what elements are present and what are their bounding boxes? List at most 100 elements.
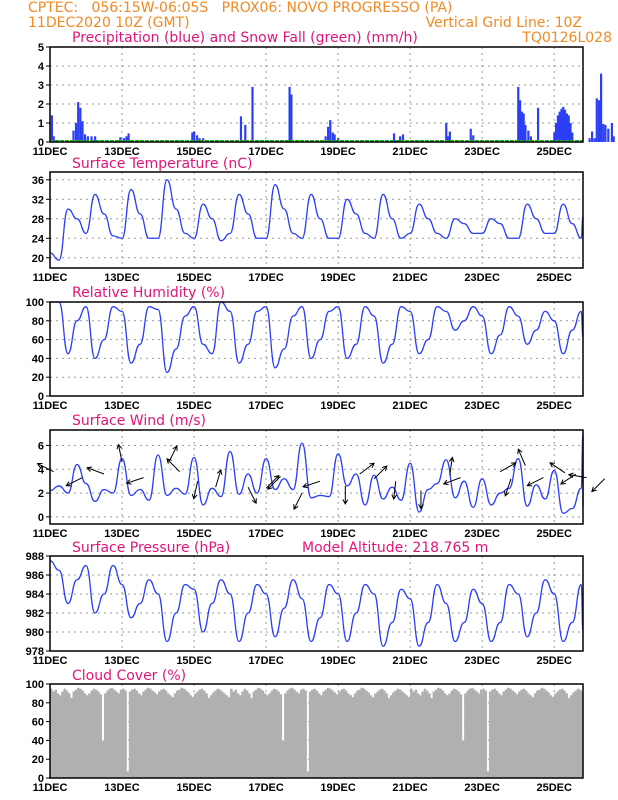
cloud-bar	[324, 689, 328, 778]
precip-bar	[518, 100, 522, 142]
cloud-bar	[122, 688, 125, 778]
cloud-bar	[146, 687, 150, 778]
pressure-line	[49, 560, 584, 647]
cloud-bar	[297, 693, 301, 778]
cloud-bar	[333, 692, 337, 778]
cloud-bar	[171, 697, 175, 778]
cloud-bar	[263, 693, 267, 778]
precip-bar	[329, 120, 332, 142]
cloud-bar	[522, 688, 526, 778]
wind-arrow	[359, 462, 375, 475]
precip-bar	[600, 73, 603, 142]
cloud-bar	[137, 693, 141, 778]
cloud-bar	[108, 688, 112, 778]
precip-bar	[571, 132, 574, 142]
cloud-bar	[518, 691, 521, 778]
cloud-bar	[556, 691, 559, 778]
precip-bar	[327, 126, 330, 142]
cloud-bar	[488, 691, 492, 778]
cloud-bar	[378, 689, 382, 778]
cloud-bar	[360, 687, 364, 778]
wind-arrow	[86, 466, 105, 475]
wind-arrow	[549, 462, 566, 474]
cloud-bar	[50, 688, 53, 778]
x-tick-label: 23DEC	[464, 400, 500, 412]
precip-bar	[251, 86, 254, 142]
cloud-bar	[97, 691, 100, 778]
x-tick-label: 25DEC	[536, 272, 572, 284]
cloud-bar	[502, 691, 505, 778]
cloud-bar	[155, 694, 159, 778]
cloud-bar	[425, 690, 429, 778]
x-tick-label: 17DEC	[248, 272, 284, 284]
cloud-bar	[545, 690, 548, 778]
wind-arrow	[391, 481, 398, 501]
cloud-bar	[398, 689, 402, 778]
cloud-bar	[313, 688, 316, 778]
precip-bar	[536, 107, 540, 142]
cloud-bar	[311, 689, 314, 778]
cloud-bar	[515, 694, 519, 778]
precip-bar	[290, 94, 293, 142]
cloud-bar	[376, 691, 379, 778]
x-tick-label: 17DEC	[248, 782, 284, 794]
cloud-bar	[308, 691, 312, 778]
cloud-bar	[232, 691, 235, 778]
title-temperature: Surface Temperature (nC)	[72, 156, 253, 172]
precip-bar	[83, 134, 87, 142]
cloud-bar	[335, 694, 339, 778]
cloud-bar	[63, 688, 67, 778]
x-tick-label: 13DEC	[104, 655, 140, 667]
cloud-bar	[203, 690, 206, 778]
cloud-bar	[128, 691, 132, 778]
cloud-bar	[367, 692, 370, 778]
cloud-bar	[524, 690, 528, 778]
cloud-bar	[358, 689, 361, 778]
cloud-bar	[133, 688, 136, 778]
wind-arrow	[215, 468, 223, 488]
precip-bar	[90, 136, 93, 142]
cloud-bar	[221, 691, 224, 778]
precip-bar	[563, 109, 567, 142]
y-tick-label: 0	[38, 512, 44, 524]
y-tick-label: 40	[32, 735, 44, 747]
cloud-bar	[394, 690, 397, 778]
y-tick-label: 24	[32, 233, 45, 245]
cloud-bar	[533, 693, 537, 778]
header-model: TQ0126L028	[521, 30, 612, 46]
cloud-bar	[475, 691, 478, 778]
cloud-bar	[284, 693, 287, 778]
y-tick-label: 20	[32, 754, 44, 766]
y-tick-label: 982	[26, 608, 44, 620]
y-tick-label: 2	[38, 488, 44, 500]
x-tick-label: 11DEC	[33, 655, 68, 667]
y-tick-label: 978	[26, 646, 44, 658]
y-tick-label: 60	[32, 335, 44, 347]
precip-bar	[74, 123, 78, 142]
cloud-bar	[486, 771, 490, 778]
cloud-bar	[162, 688, 166, 778]
cloud-bar	[207, 698, 211, 778]
cloud-bar	[464, 693, 467, 778]
x-tick-label: 11DEC	[33, 400, 68, 412]
cloud-bar	[257, 687, 260, 778]
cloud-bar	[353, 693, 357, 778]
cloud-bar	[520, 689, 523, 778]
precip-bar	[244, 124, 247, 142]
x-tick-label: 19DEC	[320, 528, 356, 540]
x-tick-label: 17DEC	[248, 400, 284, 412]
wind-arrow	[342, 485, 349, 505]
precip-bar	[607, 128, 610, 142]
cloud-bar	[331, 690, 334, 778]
cloud-frame	[49, 683, 584, 779]
cloud-bar	[567, 698, 571, 778]
cloud-bar	[326, 687, 330, 778]
cloud-bar	[212, 692, 215, 778]
cloud-bar	[374, 693, 377, 778]
wind-arrow	[302, 480, 321, 489]
y-tick-label: 80	[32, 316, 44, 328]
cloud-bar	[110, 687, 114, 778]
precip-bar	[529, 136, 532, 142]
cloud-bar	[529, 695, 532, 778]
model-altitude: Model Altitude: 218.765 m	[302, 540, 488, 556]
